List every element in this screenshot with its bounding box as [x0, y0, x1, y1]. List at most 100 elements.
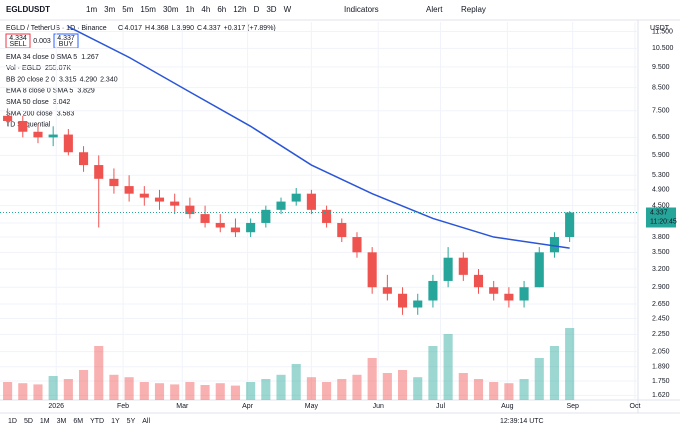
- ohlc-key: H: [145, 25, 150, 32]
- volume-bar: [94, 346, 104, 400]
- interval-button[interactable]: 1m: [86, 5, 97, 14]
- interval-button[interactable]: 6h: [217, 5, 226, 14]
- volume-bar: [124, 377, 134, 400]
- candle-body: [458, 257, 468, 275]
- range-button[interactable]: 5D: [24, 418, 33, 425]
- y-tick-label: 10.500: [652, 45, 674, 52]
- candle-body: [185, 205, 195, 215]
- candle-body: [276, 201, 286, 210]
- ohlc-value: 4.368: [151, 25, 169, 32]
- study-value: 3.829: [77, 88, 95, 95]
- candle-body: [48, 134, 58, 138]
- volume-bar: [185, 382, 195, 400]
- candle-body: [534, 252, 544, 288]
- y-tick-label: 5.900: [652, 152, 670, 159]
- y-tick-label: 4.500: [652, 203, 670, 210]
- clock: 12:39:14 UTC: [500, 418, 544, 425]
- y-tick-label: 2.450: [652, 315, 670, 322]
- interval-button[interactable]: W: [284, 5, 292, 14]
- range-button[interactable]: YTD: [90, 418, 104, 425]
- range-button[interactable]: All: [142, 418, 150, 425]
- study-value: 3.042: [53, 99, 71, 106]
- range-button[interactable]: 1M: [40, 418, 50, 425]
- volume-bar: [291, 364, 301, 400]
- candle-body: [504, 293, 514, 301]
- candle-body: [322, 209, 332, 223]
- volume-bar: [534, 358, 544, 400]
- sma-line: [68, 25, 570, 249]
- volume-bar: [306, 377, 316, 400]
- candle-body: [565, 212, 575, 238]
- x-tick-label: Apr: [242, 403, 254, 410]
- candle-body: [154, 197, 165, 202]
- interval-button[interactable]: 3m: [104, 5, 115, 14]
- interval-button[interactable]: 30m: [163, 5, 179, 14]
- volume-bar: [215, 383, 225, 400]
- symbol[interactable]: EGLDUSDT: [6, 5, 50, 14]
- price-tag-text: 4.337: [650, 209, 668, 216]
- x-tick-label: Feb: [117, 403, 129, 410]
- replay-button[interactable]: Replay: [461, 5, 486, 14]
- study-name: TD Sequential: [6, 122, 51, 129]
- interval-button[interactable]: 5m: [122, 5, 133, 14]
- y-tick-label: 2.050: [652, 348, 670, 355]
- study-name: EMA 34 close 0 SMA 5: [6, 54, 77, 61]
- study-value: 1.267: [81, 54, 99, 61]
- volume-bar: [18, 383, 28, 400]
- y-tick-label: 2.650: [652, 301, 670, 308]
- x-tick-label: Jul: [436, 403, 445, 410]
- y-tick-label: 1.620: [652, 392, 670, 399]
- candle-body: [109, 178, 119, 187]
- candle-body: [428, 280, 438, 301]
- volume-bar: [170, 384, 180, 400]
- study-value: 255.07K: [45, 65, 71, 72]
- currency[interactable]: USDT: [650, 25, 670, 32]
- study-value: 3.315: [59, 76, 77, 83]
- interval-button[interactable]: 4h: [201, 5, 210, 14]
- candle-body: [473, 274, 484, 288]
- volume-bar: [48, 376, 58, 400]
- y-tick-label: 9.500: [652, 64, 670, 71]
- y-tick-label: 2.900: [652, 284, 670, 291]
- y-tick-label: 1.750: [652, 378, 670, 385]
- volume-bar: [3, 382, 13, 400]
- ohlc-key: C: [197, 25, 202, 32]
- range-button[interactable]: 1D: [8, 418, 17, 425]
- range-button[interactable]: 1Y: [111, 418, 120, 425]
- interval-button[interactable]: 3D: [266, 5, 276, 14]
- candle-body: [78, 152, 89, 166]
- candle-body: [200, 214, 210, 223]
- interval-button[interactable]: 15m: [140, 5, 156, 14]
- candle-body: [124, 186, 134, 194]
- candle-body: [170, 201, 180, 206]
- volume-bar: [78, 370, 89, 400]
- interval-button[interactable]: 12h: [233, 5, 246, 14]
- volume-bar: [200, 385, 210, 400]
- candle-body: [215, 222, 225, 228]
- interval-button[interactable]: D: [254, 5, 260, 14]
- volume-bar: [458, 373, 468, 400]
- candle-body: [246, 222, 256, 233]
- candle-body: [63, 134, 73, 153]
- candle-body: [33, 131, 43, 138]
- study-value: 2.340: [100, 76, 118, 83]
- range-button[interactable]: 5Y: [127, 418, 136, 425]
- interval-button[interactable]: 1h: [186, 5, 195, 14]
- alert-button[interactable]: Alert: [426, 5, 443, 14]
- candle-body: [261, 209, 271, 223]
- candle-body: [352, 237, 362, 253]
- x-tick-label: Jun: [373, 403, 384, 410]
- study-value: 4.290: [80, 76, 98, 83]
- volume-bar: [413, 377, 423, 400]
- indicators-button[interactable]: Indicators: [344, 5, 379, 14]
- x-tick-label: Sep: [566, 403, 579, 410]
- range-button[interactable]: 6M: [73, 418, 83, 425]
- candle-body: [306, 193, 316, 210]
- range-button[interactable]: 3M: [57, 418, 67, 425]
- y-tick-label: 2.250: [652, 331, 670, 338]
- volume-bar: [33, 384, 43, 400]
- y-tick-label: 8.500: [652, 84, 670, 91]
- y-tick-label: 3.200: [652, 266, 670, 273]
